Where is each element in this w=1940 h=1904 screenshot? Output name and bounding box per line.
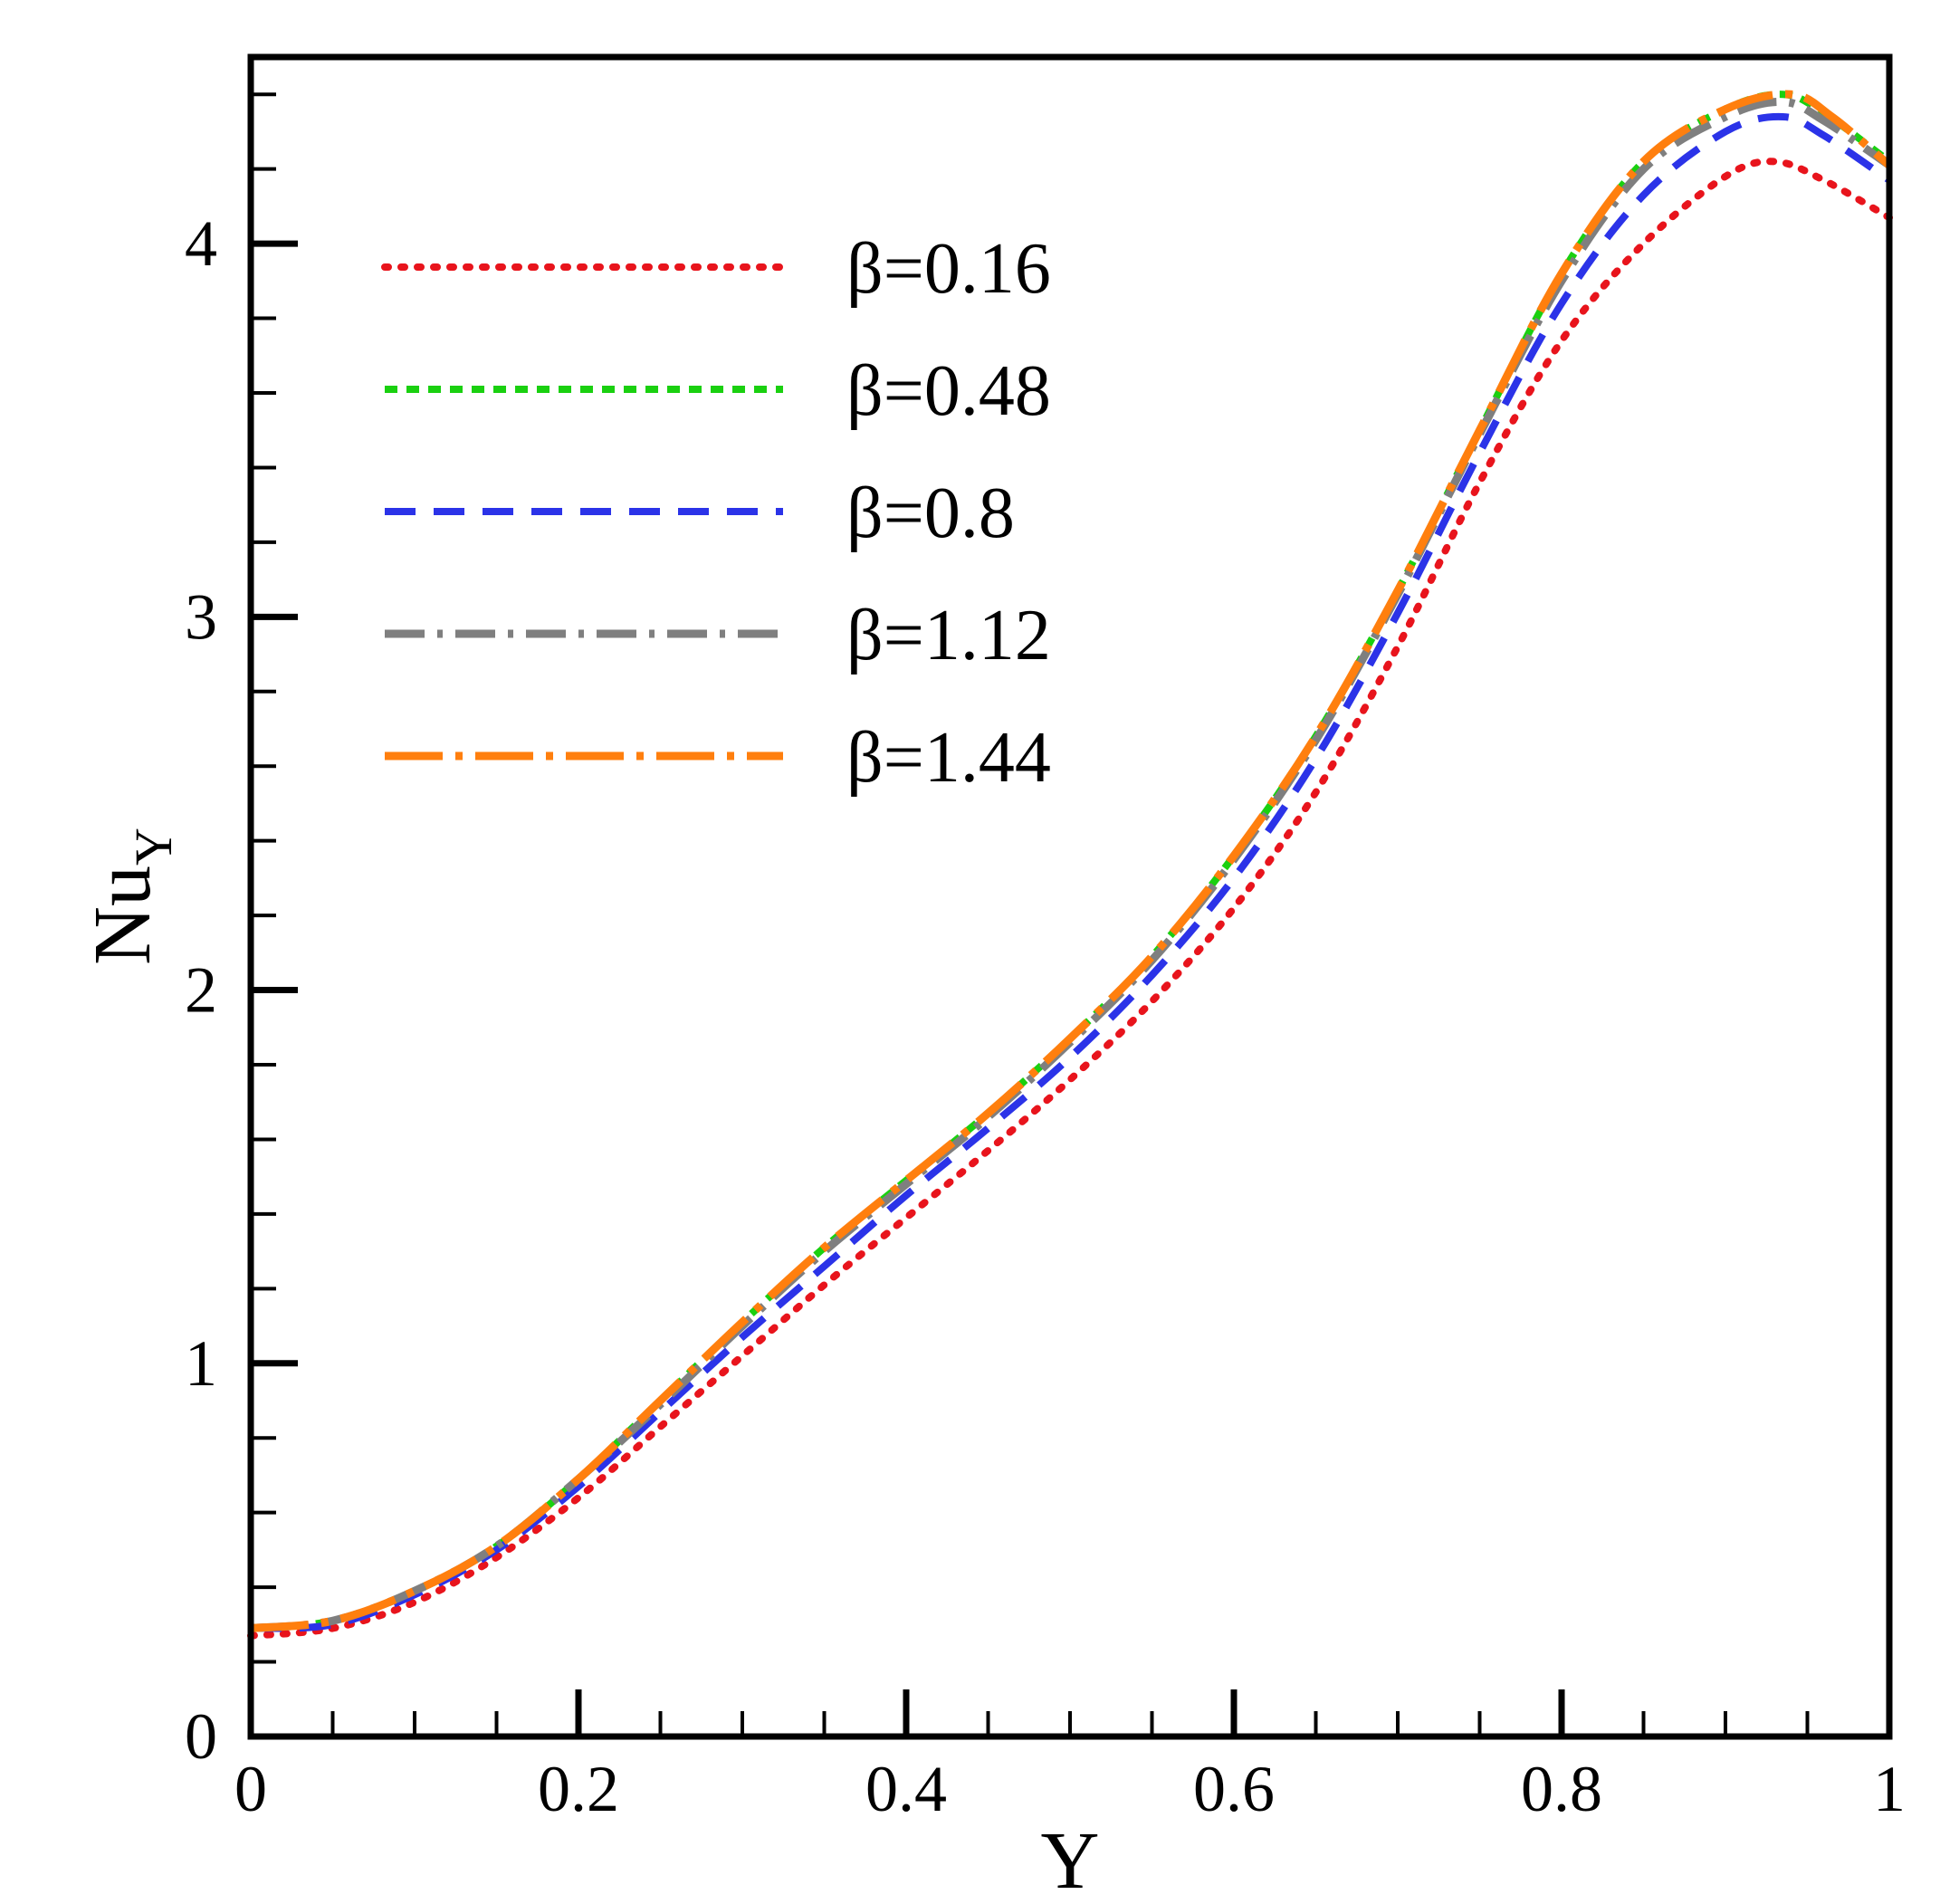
y-tick-label: 2: [185, 954, 217, 1027]
x-tick-label: 0.2: [538, 1753, 619, 1825]
series-3-line: [250, 112, 1892, 1632]
legend-label-4: β=1.12: [846, 596, 1051, 675]
x-tick-labels: 0 0.2 0.4 0.6 0.8 1: [234, 1753, 1906, 1825]
legend: β=0.16 β=0.48 β=0.8 β=1.12 β=1.44: [381, 229, 1051, 798]
x-tick-label: 0.8: [1521, 1753, 1602, 1825]
x-tick-label: 0.4: [865, 1753, 947, 1825]
x-tick-label: 0.6: [1193, 1753, 1275, 1825]
series-4-line: [250, 97, 1892, 1632]
y-tick-label: 4: [185, 207, 217, 280]
y-axis-title: NuY: [78, 828, 183, 965]
x-tick-label: 0: [234, 1753, 267, 1825]
y-axis-title-subscript: Y: [124, 828, 183, 866]
y-tick-label: 3: [185, 580, 217, 653]
series-1-line: [247, 158, 1893, 1640]
legend-label-1: β=0.16: [846, 229, 1051, 309]
minor-ticks: [251, 92, 1810, 1737]
plot-frame: [247, 53, 1893, 1740]
x-axis-title: Y: [1041, 1816, 1100, 1904]
y-tick-labels: 0 1 2 3 4: [185, 207, 217, 1773]
y-axis-title-main: Nu: [78, 866, 167, 965]
y-tick-label: 0: [185, 1700, 217, 1773]
series-layer: [247, 90, 1893, 1640]
legend-label-2: β=0.48: [846, 351, 1051, 431]
legend-label-3: β=0.8: [846, 474, 1015, 553]
series-5-line: [250, 90, 1892, 1632]
x-tick-label: 1: [1873, 1753, 1906, 1825]
legend-label-5: β=1.44: [846, 718, 1051, 798]
y-tick-label: 1: [185, 1327, 217, 1400]
